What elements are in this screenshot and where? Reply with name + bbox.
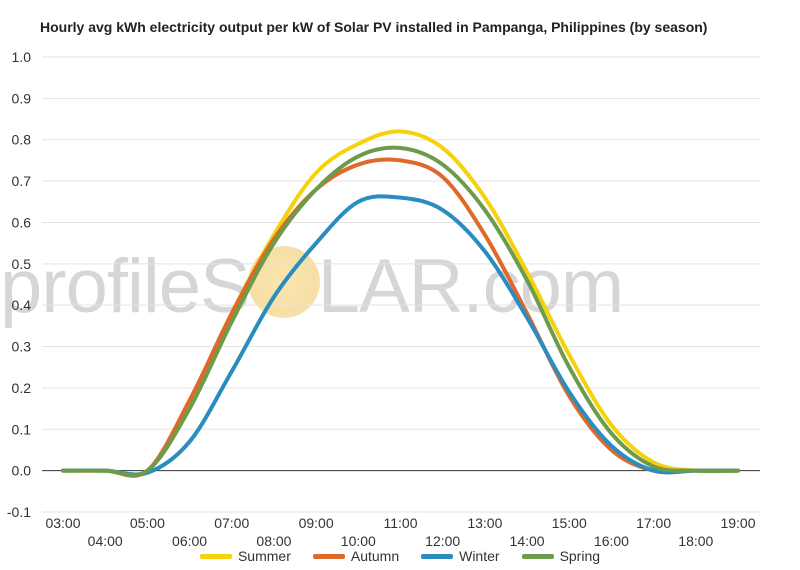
y-tick-label: 0.6 (12, 214, 32, 230)
y-tick-label: 0.7 (12, 173, 32, 189)
x-tick-label: 03:00 (45, 515, 80, 531)
x-tick-label: 17:00 (636, 515, 671, 531)
x-tick-label: 13:00 (467, 515, 502, 531)
y-tick-label: 0.3 (12, 339, 32, 355)
y-tick-label: 0.5 (12, 256, 32, 272)
x-tick-label: 04:00 (88, 533, 123, 549)
legend-swatch (521, 553, 554, 559)
legend-swatch (312, 553, 345, 559)
legend-item-summer: Summer (199, 548, 291, 564)
x-tick-label: 19:00 (720, 515, 755, 531)
series-line-spring (61, 145, 740, 478)
x-tick-label: 11:00 (384, 515, 418, 531)
y-tick-label: 0.4 (12, 297, 32, 313)
y-tick-label: 0.1 (12, 421, 32, 437)
legend-swatch (199, 553, 232, 559)
x-tick-label: 05:00 (130, 515, 165, 531)
x-tick-label: 15:00 (552, 515, 587, 531)
series-lines (61, 129, 740, 478)
legend-item-spring: Spring (521, 548, 601, 564)
x-tick-label: 18:00 (678, 533, 713, 549)
x-tick-label: 10:00 (341, 533, 376, 549)
legend-item-autumn: Autumn (312, 548, 400, 564)
series-line-summer (61, 129, 740, 478)
x-tick-label: 14:00 (510, 533, 545, 549)
legend-item-winter: Winter (421, 548, 500, 564)
y-tick-label: -0.1 (7, 504, 31, 520)
y-tick-label: 0.0 (12, 463, 32, 479)
x-tick-label: 07:00 (214, 515, 249, 531)
legend-label: Summer (237, 548, 291, 564)
x-tick-label: 06:00 (172, 533, 207, 549)
legend-label: Spring (559, 548, 601, 564)
series-line-winter (61, 194, 740, 477)
x-tick-label: 09:00 (299, 515, 334, 531)
y-tick-label: 0.8 (12, 132, 32, 148)
legend: Summer Autumn Winter Spring (0, 548, 800, 564)
grid (42, 56, 760, 513)
legend-label: Winter (459, 548, 500, 564)
x-tick-label: 08:00 (256, 533, 291, 549)
y-tick-label: 1.0 (12, 49, 32, 65)
legend-label: Autumn (350, 548, 400, 564)
legend-swatch (421, 553, 454, 559)
y-tick-label: 0.2 (12, 380, 32, 396)
chart-title: Hourly avg kWh electricity output per kW… (40, 19, 708, 35)
x-tick-label: 16:00 (594, 533, 629, 549)
y-axis: -0.1 0.0 0.1 0.2 0.3 0.4 0.5 0.6 0.7 0.8 0.9 1.0 (7, 49, 31, 520)
x-axis: 03:00 04:00 05:00 06:00 07:00 08:00 09:00 10:00… (45, 515, 755, 549)
watermark: profileS LAR.com (0, 244, 624, 329)
y-tick-label: 0.9 (12, 90, 32, 106)
x-tick-label: 12:00 (425, 533, 460, 549)
series-line-autumn (61, 157, 740, 478)
